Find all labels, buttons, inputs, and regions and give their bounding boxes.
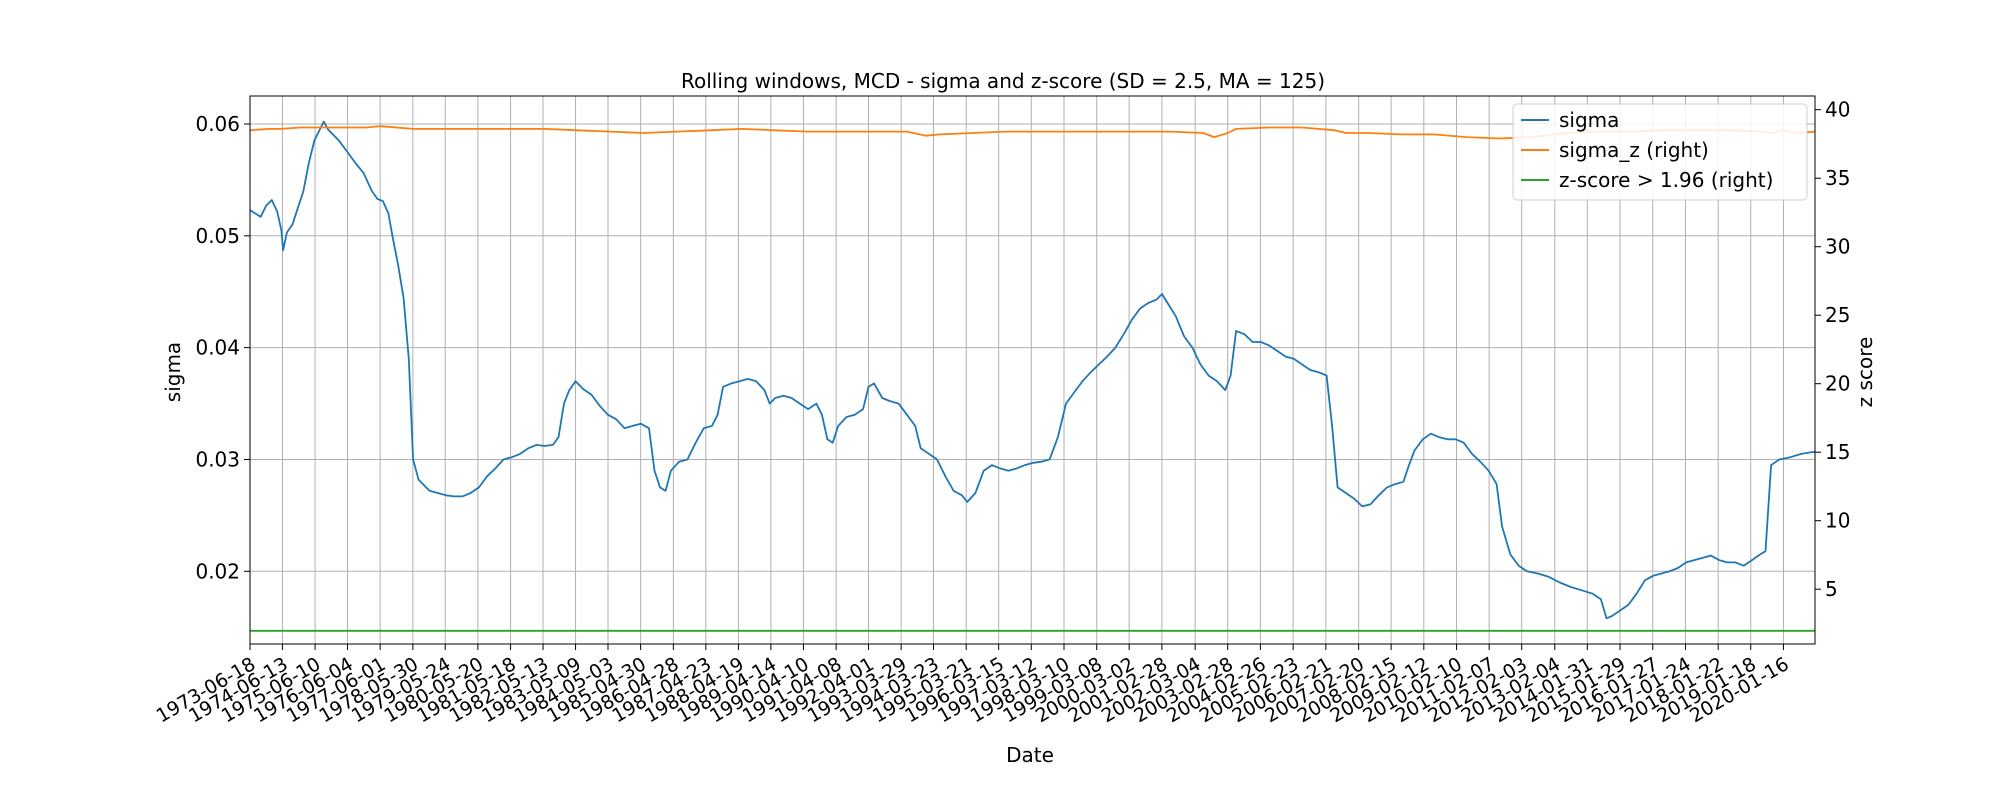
y-right-tick-label: 35 [1825,166,1850,190]
plot-frame [249,95,1816,645]
legend-label: z-score > 1.96 (right) [1559,168,1773,192]
legend-box [1512,103,1808,201]
chart-title: Rolling windows, MCD - sigma and z-score… [681,69,1325,93]
y-tick-label: 0.06 [195,112,240,136]
y-right-tick-label: 5 [1825,577,1838,601]
y-right-tick-label: 20 [1825,372,1850,396]
y-right-tick-label: 15 [1825,440,1850,464]
grid [249,96,1815,644]
legend: sigma sigma_z (right) z-score > 1.96 (righ… [1512,103,1808,201]
legend-label: sigma [1559,108,1619,132]
y-right-tick-label: 10 [1825,509,1850,533]
y-tick-label: 0.04 [195,336,240,360]
y-axis-label-right: z score [1853,337,1877,408]
y-right-tick-label: 30 [1825,235,1850,259]
series-line-0 [249,120,1816,620]
y-axis-right: 5 10 15 20 25 30 35 40 [1815,98,1850,601]
legend-label: sigma_z (right) [1559,138,1709,162]
y-tick-label: 0.03 [195,447,240,471]
x-axis-label: Date [1006,743,1054,767]
y-right-tick-label: 40 [1825,98,1850,122]
y-axis-left: 0.02 0.03 0.04 0.05 0.06 [195,112,250,583]
y-tick-label: 0.02 [195,559,240,583]
x-axis: 1973-06-181974-06-131975-06-101976-06-04… [153,644,1793,727]
y-tick-label: 0.05 [195,224,240,248]
y-axis-label-left: sigma [161,342,185,402]
y-right-tick-label: 25 [1825,303,1850,327]
